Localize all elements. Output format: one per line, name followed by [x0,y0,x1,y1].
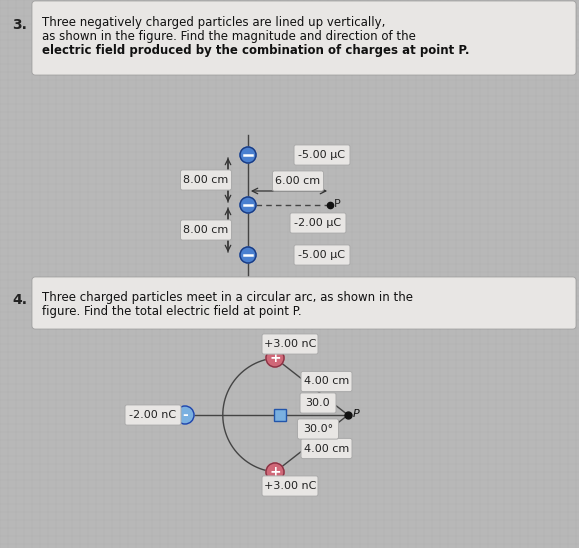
FancyBboxPatch shape [273,171,324,191]
FancyBboxPatch shape [32,277,576,329]
Text: 6.00 cm: 6.00 cm [276,176,321,186]
FancyBboxPatch shape [301,438,352,459]
FancyBboxPatch shape [294,145,350,165]
Circle shape [266,463,284,481]
FancyBboxPatch shape [181,170,232,190]
Text: +: + [269,465,281,479]
FancyBboxPatch shape [301,372,352,392]
Text: P: P [334,199,341,209]
Text: +3.00 nC: +3.00 nC [264,339,316,349]
Text: 4.00 cm: 4.00 cm [304,376,349,386]
Circle shape [240,197,256,213]
Text: electric field produced by the combination of charges at point P.: electric field produced by the combinati… [42,44,470,57]
Text: 4.: 4. [12,293,27,307]
Text: -2.00 nC: -2.00 nC [130,410,177,420]
FancyBboxPatch shape [294,245,350,265]
Text: -2.00 μC: -2.00 μC [295,218,342,228]
Text: 4.00 cm: 4.00 cm [304,443,349,454]
Text: 8.00 cm: 8.00 cm [184,225,229,235]
FancyBboxPatch shape [290,213,346,233]
Text: -5.00 μC: -5.00 μC [299,150,346,160]
Text: P: P [353,409,360,419]
Text: Three charged particles meet in a circular arc, as shown in the: Three charged particles meet in a circul… [42,291,413,304]
Text: Three negatively charged particles are lined up vertically,: Three negatively charged particles are l… [42,16,386,29]
Text: 30.0°: 30.0° [303,424,333,434]
Text: 8.00 cm: 8.00 cm [184,175,229,185]
Circle shape [240,247,256,263]
FancyBboxPatch shape [125,405,181,425]
FancyBboxPatch shape [32,1,576,75]
FancyBboxPatch shape [262,334,318,354]
Circle shape [266,349,284,367]
Text: -: - [182,408,188,422]
Circle shape [176,406,194,424]
Text: as shown in the figure. Find the magnitude and direction of the: as shown in the figure. Find the magnitu… [42,30,416,43]
FancyBboxPatch shape [181,220,232,240]
Text: figure. Find the total electric field at point P.: figure. Find the total electric field at… [42,305,302,318]
Text: +3.00 nC: +3.00 nC [264,481,316,491]
Text: +: + [269,351,281,365]
FancyBboxPatch shape [274,409,286,421]
FancyBboxPatch shape [298,419,339,439]
Text: 30.0: 30.0 [306,398,330,408]
Text: -5.00 μC: -5.00 μC [299,250,346,260]
FancyBboxPatch shape [262,476,318,496]
Circle shape [240,147,256,163]
FancyBboxPatch shape [300,393,336,413]
Text: 3.: 3. [12,18,27,32]
